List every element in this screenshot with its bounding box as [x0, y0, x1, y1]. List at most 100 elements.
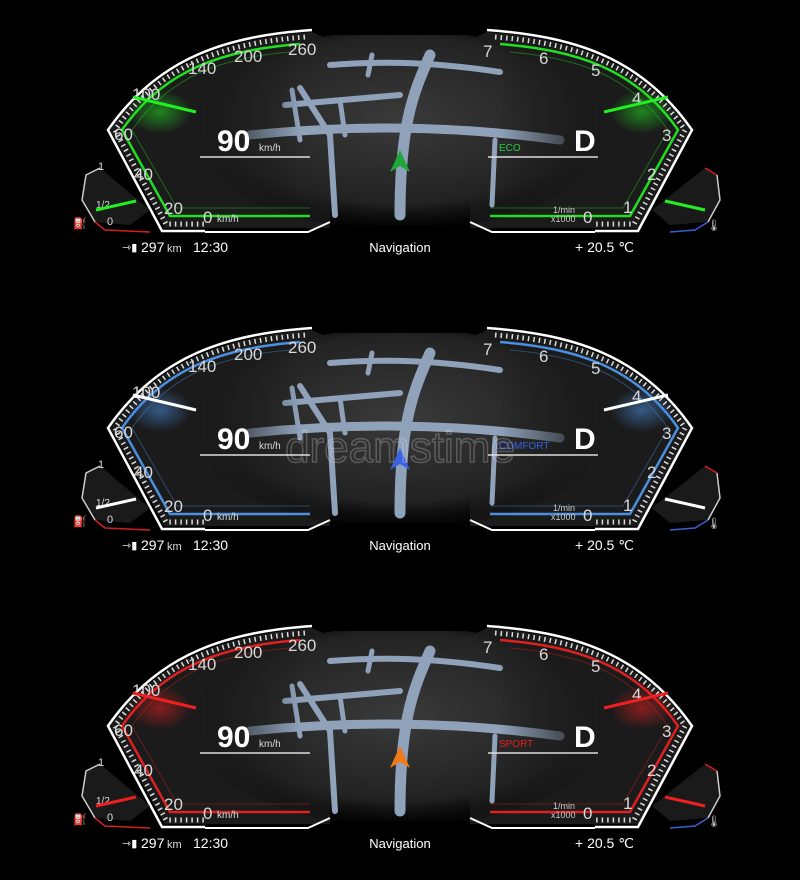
coolant-temp-icon: 🌡	[707, 219, 721, 232]
fuel-range-value: 297	[141, 835, 165, 851]
speed-tick-label: 20	[164, 497, 183, 516]
map-road	[489, 137, 498, 208]
rpm-tick-label: 3	[662, 424, 671, 443]
rpm-tick-label: 3	[662, 722, 671, 741]
temp-needle	[664, 497, 706, 510]
map-road	[327, 357, 503, 373]
fuel-gauge-scale	[81, 465, 101, 521]
speed-tick-label: 200	[234, 345, 262, 364]
rpm-unit: 1/min	[553, 503, 575, 513]
rpm-tick-label: 6	[539, 49, 548, 68]
fuel-needle	[95, 497, 137, 510]
fuel-label: 0	[107, 812, 113, 824]
fuel-range-icon: ⇾▮	[122, 242, 137, 254]
speed-tick-label: 140	[188, 357, 216, 376]
tachometer-accent-ring	[490, 638, 680, 814]
rpm-tick-label: 5	[591, 61, 600, 80]
fuel-label: 1/2	[96, 796, 110, 807]
gear-indicator: D	[574, 721, 596, 754]
temp-gauge-scale	[707, 174, 721, 223]
fuel-pump-icon: ⛽	[73, 813, 87, 826]
gear-indicator: D	[574, 423, 596, 456]
speedometer-ticks	[112, 34, 306, 227]
rpm-tick-label: 4	[632, 387, 641, 406]
rpm-glow	[610, 90, 674, 134]
rpm-tick-label: 5	[591, 657, 600, 676]
speed-unit: km/h	[259, 739, 281, 750]
speed-tick-label: 60	[114, 721, 133, 740]
fuel-label: 1	[98, 757, 104, 769]
drive-mode-label: SPORT	[499, 739, 533, 750]
tachometer-accent-ring	[490, 340, 680, 516]
drive-mode-label: ECO	[499, 143, 521, 154]
tachometer-accent-ring	[490, 42, 680, 218]
map-road	[245, 123, 565, 145]
rpm-tick-label: 3	[662, 126, 671, 145]
rpm-tick-label: 0	[583, 804, 592, 823]
speedometer-accent-ring	[120, 42, 310, 218]
speed-tick-label: 20	[164, 795, 183, 814]
speed-tick-label: 60	[114, 125, 133, 144]
rpm-needle	[603, 95, 669, 114]
speed-needle	[132, 393, 197, 412]
center-display-label[interactable]: Navigation	[369, 538, 430, 553]
rpm-unit: 1/min	[553, 801, 575, 811]
rpm-tick-label: 6	[539, 347, 548, 366]
map-road	[245, 421, 565, 443]
tachometer-outline	[486, 28, 694, 233]
rpm-needle	[603, 393, 669, 412]
gear-indicator: D	[574, 125, 596, 158]
speed-tick-label: 260	[288, 338, 316, 357]
fuel-range-icon: ⇾▮	[122, 540, 137, 552]
map-road	[337, 395, 348, 436]
rpm-tick-label: 0	[583, 506, 592, 525]
speed-tick-label: 200	[234, 643, 262, 662]
rpm-tick-label: 7	[483, 42, 492, 61]
rpm-tick-label: 5	[591, 359, 600, 378]
fuel-label: 1	[98, 459, 104, 471]
fuel-range-icon: ⇾▮	[122, 838, 137, 850]
temp-needle	[664, 199, 706, 212]
fuel-label: 1/2	[96, 200, 110, 211]
fuel-label: 1	[98, 161, 104, 173]
tachometer-outline	[486, 624, 694, 829]
temp-needle	[664, 795, 706, 808]
speed-tick-label: 40	[134, 761, 153, 780]
speed-readout: 90	[217, 423, 250, 456]
coolant-temp-icon: 🌡	[707, 517, 721, 530]
temp-gauge-scale	[707, 770, 721, 819]
center-display-label[interactable]: Navigation	[369, 240, 430, 255]
speed-tick-label: 40	[134, 463, 153, 482]
speed-unit: km/h	[259, 441, 281, 452]
navigation-arrow-icon	[390, 746, 410, 768]
map-road	[394, 645, 436, 817]
speedometer-outline	[106, 326, 313, 531]
fuel-needle	[95, 795, 137, 808]
rpm-tick-label: 2	[647, 165, 656, 184]
fuel-gauge-scale	[81, 763, 101, 819]
map-road	[289, 683, 303, 739]
fuel-label: 0	[107, 216, 113, 228]
rpm-tick-label: 1	[623, 198, 632, 217]
map-road	[489, 733, 498, 804]
fuel-gauge-scale	[81, 167, 101, 223]
rpm-tick-label: 0	[583, 208, 592, 227]
speedometer-ticks	[112, 332, 306, 525]
rpm-tick-label: 7	[483, 340, 492, 359]
fuel-pump-icon: ⛽	[73, 217, 87, 230]
rpm-multiplier: x1000	[551, 214, 576, 224]
navigation-map	[190, 30, 610, 230]
outside-temperature: + 20.5 ℃	[575, 537, 634, 553]
tachometer-ticks	[494, 332, 688, 525]
fuel-range-unit: km	[167, 839, 182, 851]
tachometer-ticks	[494, 34, 688, 227]
outside-temperature: + 20.5 ℃	[575, 239, 634, 255]
drive-mode-label: COMFORT	[499, 441, 549, 452]
map-road	[337, 693, 348, 734]
rpm-glow	[610, 388, 674, 432]
rpm-needle	[603, 691, 669, 710]
center-display-label[interactable]: Navigation	[369, 836, 430, 851]
